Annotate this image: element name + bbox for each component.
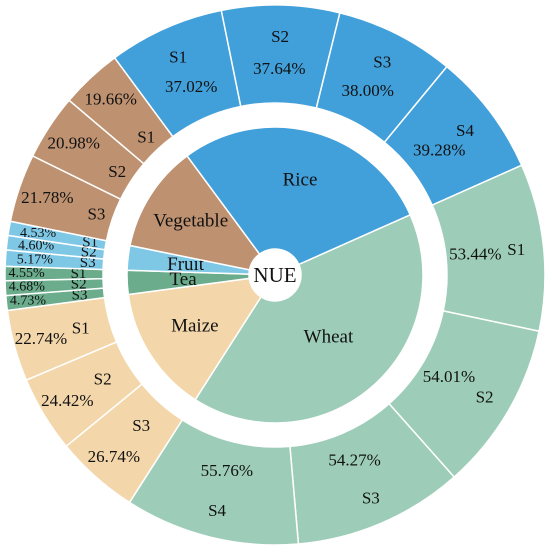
outer-value-rice-s3: 38.00%: [342, 81, 394, 100]
outer-value-wheat-s4: 55.76%: [201, 461, 253, 480]
outer-value-wheat-s2: 54.01%: [423, 367, 475, 386]
center-label: NUE: [253, 263, 296, 287]
outer-name-maize-s3: S3: [132, 416, 150, 435]
outer-name-tea-s3: S3: [72, 287, 88, 303]
outer-value-wheat-s3: 54.27%: [328, 451, 380, 470]
outer-name-wheat-s2: S2: [476, 388, 494, 407]
inner-label-maize: Maize: [171, 316, 218, 337]
outer-value-fruit-s1: 4.53%: [20, 226, 57, 241]
inner-label-vegetable: Vegetable: [153, 211, 228, 232]
outer-name-tea-s1: S1: [71, 266, 87, 282]
outer-name-rice-s3: S3: [373, 52, 391, 71]
center-hole: [249, 249, 301, 301]
outer-name-maize-s1: S1: [72, 318, 90, 337]
outer-name-vegetable-s1: S1: [137, 128, 155, 147]
inner-label-wheat: Wheat: [304, 327, 354, 348]
outer-value-maize-s2: 24.42%: [41, 391, 93, 410]
outer-value-tea-s1: 4.55%: [8, 266, 45, 281]
outer-value-wheat-s1: 53.44%: [449, 244, 501, 263]
inner-label-tea: Tea: [170, 269, 198, 290]
chart-center: NUE: [249, 249, 301, 301]
outer-ring: 53.44% S154.01%S254.27%S355.76%S426.74%S3…: [4, 4, 546, 546]
outer-value-maize-s1: 22.74%: [15, 329, 67, 348]
outer-value-rice-s4: 39.28%: [413, 141, 465, 160]
outer-slice-rice-s4: [383, 65, 523, 207]
outer-value-vegetable-s3: 21.78%: [21, 188, 73, 207]
outer-value-tea-s3: 4.73%: [10, 293, 47, 308]
outer-value-tea-s2: 4.68%: [9, 280, 46, 295]
outer-value-rice-s1: 37.02%: [165, 77, 217, 96]
outer-name-tea-s2: S2: [71, 277, 87, 293]
outer-name-wheat-s4: S4: [208, 501, 226, 520]
outer-value-vegetable-s2: 20.98%: [48, 134, 100, 153]
outer-value-maize-s3: 26.74%: [88, 447, 140, 466]
outer-name-rice-s2: S2: [271, 27, 289, 46]
outer-name-fruit-s3: S3: [80, 255, 96, 271]
outer-name-wheat-s3: S3: [362, 488, 380, 507]
inner-label-rice: Rice: [283, 170, 318, 191]
outer-name-rice-s1: S1: [169, 47, 187, 66]
outer-value-fruit-s3: 5.17%: [17, 252, 54, 267]
outer-value-fruit-s2: 4.60%: [18, 239, 55, 254]
outer-value-vegetable-s1: 19.66%: [85, 90, 137, 109]
outer-name-maize-s2: S2: [94, 370, 112, 389]
outer-name-vegetable-s3: S3: [87, 205, 105, 224]
outer-name-wheat-s1: S1: [507, 240, 525, 259]
outer-name-vegetable-s2: S2: [108, 162, 126, 181]
outer-name-rice-s4: S4: [456, 121, 474, 140]
outer-value-rice-s2: 37.64%: [253, 59, 305, 78]
